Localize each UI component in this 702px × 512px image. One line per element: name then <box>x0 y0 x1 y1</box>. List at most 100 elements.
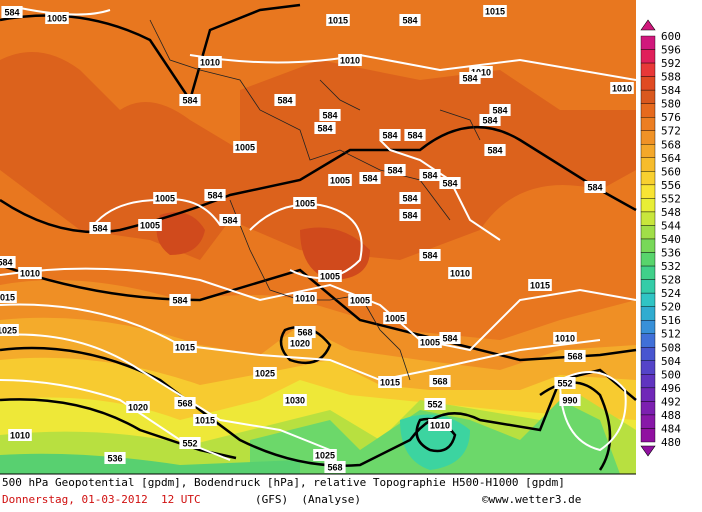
contour-label-box <box>294 326 316 338</box>
legend-swatch <box>640 306 656 321</box>
legend-label: 500 <box>661 368 681 381</box>
contour-label-box <box>0 324 19 336</box>
contour-label-box <box>439 177 461 189</box>
contour-label: 1005 <box>235 143 255 153</box>
legend-label: 540 <box>661 233 681 246</box>
contour-label-box <box>404 129 426 141</box>
contour-label-box <box>399 209 421 221</box>
contour-label-box <box>348 294 372 306</box>
legend-label: 504 <box>661 355 681 368</box>
contour-label: 568 <box>432 377 447 387</box>
legend-swatch <box>640 374 656 389</box>
contour-label-box <box>293 292 317 304</box>
legend-label: 488 <box>661 409 681 422</box>
legend-swatch <box>640 184 656 199</box>
contour-label: 584 <box>487 146 502 156</box>
contour-label-box <box>179 437 201 449</box>
contour-label: 536 <box>107 454 122 464</box>
contour-label-box <box>610 82 634 94</box>
contour-label: 1005 <box>350 296 370 306</box>
legend-swatch <box>640 171 656 186</box>
contour-label-box <box>204 189 226 201</box>
legend-swatch <box>640 211 656 226</box>
legend-swatch <box>640 347 656 361</box>
contour-label-box <box>419 249 441 261</box>
contour-label: 1020 <box>128 403 148 413</box>
contour-label: 584 <box>182 96 197 106</box>
contour-label-box <box>399 14 421 26</box>
legend-swatch <box>640 292 656 307</box>
legend-label: 484 <box>661 422 681 435</box>
contour-label: 584 <box>222 216 237 226</box>
contour-label: 552 <box>427 400 442 410</box>
contour-label-box <box>193 414 217 426</box>
contour-label-box <box>18 267 42 279</box>
contour-label-box <box>448 267 472 279</box>
contour-label: 1015 <box>530 281 550 291</box>
contour-label-box <box>428 419 452 431</box>
legend-swatch <box>640 144 656 158</box>
contour-label: 1025 <box>255 369 275 379</box>
footer-model: (GFS) (Analyse) <box>255 493 361 506</box>
contour-label: 1015 <box>328 16 348 26</box>
contour-label-box <box>169 294 191 306</box>
contour-label-box <box>378 376 402 388</box>
contour-label: 568 <box>327 463 342 473</box>
contour-label-box <box>384 164 406 176</box>
contour-label-box <box>173 341 197 353</box>
footer-description: 500 hPa Geopotential [gpdm], Bodendruck … <box>2 476 565 489</box>
contour-label-box <box>489 104 511 116</box>
legend-label: 548 <box>661 206 681 219</box>
legend-label: 524 <box>661 287 681 300</box>
contour-label: 568 <box>567 352 582 362</box>
contour-label: 1010 <box>10 431 30 441</box>
contour-label-box <box>89 222 111 234</box>
legend-swatch <box>640 157 656 172</box>
legend-swatch <box>640 387 656 402</box>
contour-label-box <box>45 12 69 24</box>
contour-label-box <box>313 449 337 461</box>
contour-label-box <box>174 397 196 409</box>
legend-swatch <box>640 225 656 240</box>
contour-label-box <box>338 54 362 66</box>
legend-swatch <box>640 333 656 348</box>
contour-label: 584 <box>317 124 332 134</box>
legend-label: 592 <box>661 57 681 70</box>
legend-label: 584 <box>661 84 681 97</box>
legend-label: 588 <box>661 71 681 84</box>
contour-label: 584 <box>482 116 497 126</box>
contour-label-box <box>253 367 277 379</box>
contour-label-box <box>419 169 441 181</box>
contour-label: 1005 <box>295 199 315 209</box>
legend-label: 596 <box>661 44 681 57</box>
contour-label: 584 <box>322 111 337 121</box>
contour-label-box <box>1 6 23 18</box>
legend-swatch <box>640 49 656 64</box>
contour-label-box <box>126 401 150 413</box>
contour-label-box <box>359 172 381 184</box>
contour-label: 1015 <box>0 293 15 303</box>
contour-label: 1010 <box>450 269 470 279</box>
contour-label: 1015 <box>175 343 195 353</box>
contour-label: 552 <box>557 379 572 389</box>
legend-swatch <box>640 265 656 280</box>
contour-label: 584 <box>172 296 187 306</box>
legend-swatch <box>640 89 656 104</box>
legend-swatch <box>640 130 656 145</box>
legend-label: 568 <box>661 138 681 151</box>
contour-label-box <box>138 219 162 231</box>
contour-label: 1015 <box>485 7 505 17</box>
contour-label: 1005 <box>140 221 160 231</box>
contour-label: 584 <box>92 224 107 234</box>
contour-label: 584 <box>0 258 13 268</box>
contour-label: 1005 <box>155 194 175 204</box>
contour-label: 1010 <box>295 294 315 304</box>
legend-label: 480 <box>661 436 681 449</box>
contour-label: 584 <box>587 183 602 193</box>
contour-label: 1010 <box>200 58 220 68</box>
contour-label: 1025 <box>315 451 335 461</box>
contour-label: 584 <box>277 96 292 106</box>
legend-swatch <box>640 103 656 118</box>
legend-label: 492 <box>661 395 681 408</box>
